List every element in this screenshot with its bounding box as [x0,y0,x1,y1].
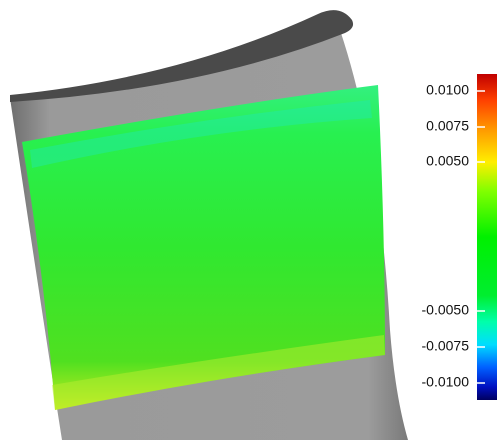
colorbar: 0.0100 0.0075 0.0050 -0.0050 -0.0075 -0.… [422,74,497,400]
colorbar-label: -0.0075 [422,338,470,354]
colorbar-label: -0.0100 [422,374,470,390]
colorbar-label: 0.0100 [426,82,469,98]
visualization: 0.0100 0.0075 0.0050 -0.0050 -0.0075 -0.… [0,0,499,445]
colorbar-gradient [477,74,497,400]
colorbar-label: 0.0050 [426,153,469,169]
colorbar-label: 0.0075 [426,118,469,134]
colorbar-label: -0.0050 [422,302,470,318]
blade [10,10,408,440]
